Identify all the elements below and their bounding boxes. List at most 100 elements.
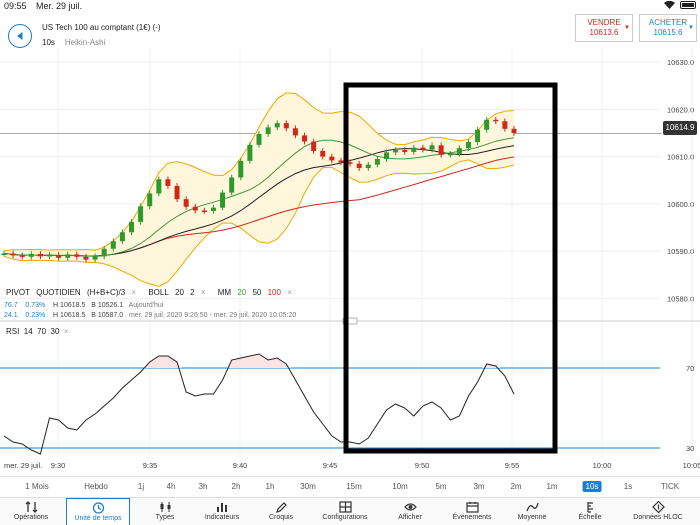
- candle-body: [147, 193, 153, 207]
- candle-body: [338, 160, 344, 163]
- candle-body: [183, 199, 189, 207]
- candle-body: [438, 145, 444, 155]
- mm20-label: 20: [237, 288, 247, 297]
- mm20-line: [3, 137, 515, 257]
- timeframe-3h[interactable]: 3h: [198, 482, 208, 491]
- candle-body: [138, 206, 144, 222]
- timeframe-3m[interactable]: 3m: [473, 482, 485, 491]
- candle-body: [247, 144, 253, 161]
- boll-close-icon[interactable]: ×: [200, 288, 206, 297]
- timeframe-30m[interactable]: 30m: [300, 482, 316, 491]
- candle-body: [356, 163, 362, 168]
- clock: 09:55: [4, 1, 27, 11]
- price-axis-label: 10580.0: [667, 294, 694, 303]
- bollinger-band-fill: [4, 92, 514, 287]
- status-date: Mer. 29 juil.: [36, 1, 83, 11]
- toolbar-afficher-button[interactable]: Afficher: [378, 498, 442, 525]
- candle-body: [475, 129, 481, 143]
- candle-body: [10, 253, 16, 256]
- candle-body: [256, 133, 262, 145]
- candle-body: [484, 119, 490, 130]
- back-button[interactable]: [8, 24, 32, 48]
- candle-body: [37, 253, 43, 257]
- time-axis-label: mer. 29 juil.: [4, 461, 42, 470]
- chart-subtitle: 10s Heikin-Ashi: [42, 38, 105, 47]
- timeframe-1j[interactable]: 1j: [137, 482, 145, 491]
- mm-close-icon[interactable]: ×: [287, 288, 292, 297]
- timeframe-bar: 1 Mois Hebdo 1j 4h 3h 2h 1h 30m 15m 10m 5m 3m 2m 1m 10…: [0, 476, 700, 496]
- rsi-low-level: 30: [50, 327, 60, 336]
- timeframe-5m[interactable]: 5m: [435, 482, 447, 491]
- boll-label: BOLL: [148, 288, 169, 297]
- candle-body: [129, 221, 134, 233]
- pivot-formula: (H+B+C)/3: [86, 288, 126, 297]
- toolbar-evenements-button[interactable]: Événements: [440, 498, 504, 525]
- indicator-legend: PIVOT QUOTIDIEN (H+B+C)/3 × BOLL 20 2 × …: [6, 288, 302, 297]
- toolbar-label: Échelle: [578, 514, 602, 521]
- pivot-row-note: Aujourd'hui: [128, 302, 164, 309]
- timeframe-tick[interactable]: TICK: [660, 482, 680, 491]
- toolbar-moyenne-button[interactable]: Moyenne: [500, 498, 564, 525]
- price-chart[interactable]: 10630.0 10620.0 10610.0 10600.0 10590.0 10580…: [0, 0, 700, 470]
- timeframe-label: 10s: [42, 38, 55, 47]
- time-axis-label: 9:45: [323, 461, 338, 470]
- timeframe-10m[interactable]: 10m: [392, 482, 408, 491]
- candle-body: [74, 254, 80, 257]
- toolbar-label: Données HLOC: [633, 514, 683, 521]
- timeframe-2m[interactable]: 2m: [510, 482, 522, 491]
- sell-button[interactable]: VENDRE 10613.6 ▼: [575, 14, 633, 42]
- candle-body: [201, 210, 207, 213]
- candle-body: [502, 121, 508, 129]
- pivot-mode: QUOTIDIEN: [36, 288, 81, 297]
- toolbar-label: Afficher: [398, 514, 422, 521]
- rsi-period: 14: [23, 327, 33, 336]
- last-price-badge: 10614.9: [663, 121, 697, 135]
- pivot-row-value: 76.7: [4, 302, 18, 309]
- rsi-label: RSI: [6, 327, 20, 336]
- timeframe-1m[interactable]: 1m: [546, 482, 558, 491]
- toolbar-configurations-button[interactable]: Configurations: [313, 498, 377, 525]
- toolbar-types-button[interactable]: Types: [133, 498, 197, 525]
- pivot-row-low: B 10526.1: [91, 302, 124, 309]
- mm50-label: 50: [252, 288, 262, 297]
- sell-caret-icon: ▼: [624, 25, 630, 31]
- toolbar-croquis-button[interactable]: Croquis: [249, 498, 313, 525]
- pivot-label: PIVOT: [6, 288, 31, 297]
- timeframe-4h[interactable]: 4h: [166, 482, 176, 491]
- timeframe-hebdo[interactable]: Hebdo: [84, 482, 108, 491]
- buy-price: 10615.6: [653, 28, 683, 37]
- timeframe-1s[interactable]: 1s: [623, 482, 633, 491]
- boll-dev: 2: [190, 288, 195, 297]
- timeframe-1h[interactable]: 1h: [265, 482, 275, 491]
- timeframe-2h[interactable]: 2h: [231, 482, 241, 491]
- candle-body: [28, 253, 34, 257]
- toolbar-unite-de-temps-button[interactable]: Unité de temps: [66, 498, 130, 525]
- toolbar-echelle-button[interactable]: Échelle: [558, 498, 622, 525]
- candle-body: [174, 185, 180, 200]
- time-axis-label: 10:05: [683, 461, 700, 470]
- candle-body: [220, 192, 226, 208]
- candle-body: [192, 206, 198, 211]
- toolbar-indicateurs-button[interactable]: Indicateurs: [190, 498, 254, 525]
- candle-body: [347, 162, 353, 164]
- rsi-legend: RSI 14 70 30 ×: [6, 327, 69, 336]
- rsi-axis-label: 30: [686, 444, 694, 453]
- chart-style-label: Heikin-Ashi: [64, 38, 106, 47]
- buy-button[interactable]: ACHETER 10615.6 ▼: [639, 14, 697, 42]
- chart-header: US Tech 100 au comptant (1€) (-) 10s Heik…: [0, 14, 700, 50]
- candle-body: [365, 164, 371, 168]
- candle-body: [165, 179, 171, 186]
- timeframe-1-mois[interactable]: 1 Mois: [25, 482, 49, 491]
- time-axis-label: 9:30: [51, 461, 66, 470]
- toolbar-label: Unité de temps: [74, 515, 122, 522]
- timeframe-15m[interactable]: 15m: [346, 482, 362, 491]
- toolbar-operations-button[interactable]: Opérations: [0, 498, 63, 525]
- candle-body: [47, 254, 53, 257]
- pivot-close-icon[interactable]: ×: [131, 288, 137, 297]
- rsi-close-icon[interactable]: ×: [63, 327, 69, 336]
- toolbar-donnees-hloc-button[interactable]: Données HLOC: [626, 498, 690, 525]
- toolbar-label: Événements: [452, 514, 492, 521]
- candle-body: [384, 152, 389, 160]
- buy-label: ACHETER: [648, 18, 688, 27]
- timeframe-10s[interactable]: 10s: [582, 481, 602, 492]
